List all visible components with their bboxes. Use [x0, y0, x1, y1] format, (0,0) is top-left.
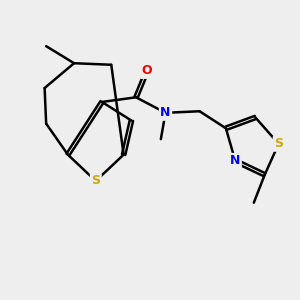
Text: S: S — [274, 137, 283, 150]
Text: N: N — [160, 106, 171, 119]
Text: N: N — [230, 154, 240, 167]
Text: O: O — [142, 64, 152, 77]
Text: S: S — [91, 175, 100, 188]
